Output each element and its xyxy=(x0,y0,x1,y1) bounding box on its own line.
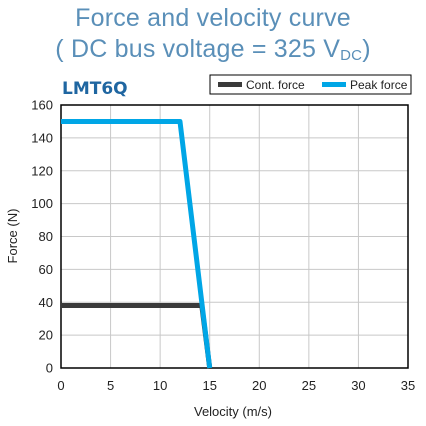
y-axis-label: Force (N) xyxy=(5,209,20,264)
series-group xyxy=(61,118,213,369)
title-line2-suffix: ) xyxy=(362,35,371,63)
series-line-peak-force xyxy=(61,118,213,369)
y-tick-labels: 0 20 40 60 80 100 120 140 160 xyxy=(31,98,53,376)
x-tick-label: 25 xyxy=(302,378,316,393)
legend-swatch xyxy=(218,82,242,87)
legend: Cont. force Peak force xyxy=(209,74,412,95)
chart-subtitle: ( DC bus voltage = 325 VDC) xyxy=(0,35,426,64)
y-tick-label: 20 xyxy=(39,328,53,343)
model-label: LMT6Q xyxy=(62,79,128,99)
series-line-cont-force xyxy=(61,303,213,369)
x-tick-label: 10 xyxy=(153,378,167,393)
y-tick-label: 80 xyxy=(39,229,53,244)
x-tick-label: 30 xyxy=(351,378,365,393)
legend-label: Cont. force xyxy=(246,78,305,92)
x-tick-label: 15 xyxy=(202,378,216,393)
title-line1: Force and velocity curve xyxy=(75,4,351,32)
y-tick-label: 100 xyxy=(31,196,53,211)
y-tick-label: 60 xyxy=(39,262,53,277)
y-tick-label: 0 xyxy=(46,361,53,376)
x-tick-label: 5 xyxy=(107,378,114,393)
chart-title: Force and velocity curve xyxy=(0,4,426,33)
y-tick-label: 160 xyxy=(31,98,53,113)
y-tick-label: 120 xyxy=(31,163,53,178)
legend-label: Peak force xyxy=(350,78,408,92)
y-tick-label: 40 xyxy=(39,295,53,310)
grid-lines xyxy=(60,104,409,369)
y-tick-label: 140 xyxy=(31,130,53,145)
title-line2-prefix: ( DC bus voltage = 325 V xyxy=(55,35,341,63)
title-line2-sub: DC xyxy=(340,47,363,64)
x-tick-labels: 0 5 10 15 20 25 30 35 xyxy=(57,378,415,393)
legend-swatch xyxy=(322,82,346,87)
legend-box xyxy=(209,74,412,95)
x-tick-label: 35 xyxy=(401,378,415,393)
x-axis-label: Velocity (m/s) xyxy=(194,404,272,419)
plot-frame xyxy=(60,104,409,369)
x-tick-label: 0 xyxy=(57,378,64,393)
x-tick-label: 20 xyxy=(252,378,266,393)
